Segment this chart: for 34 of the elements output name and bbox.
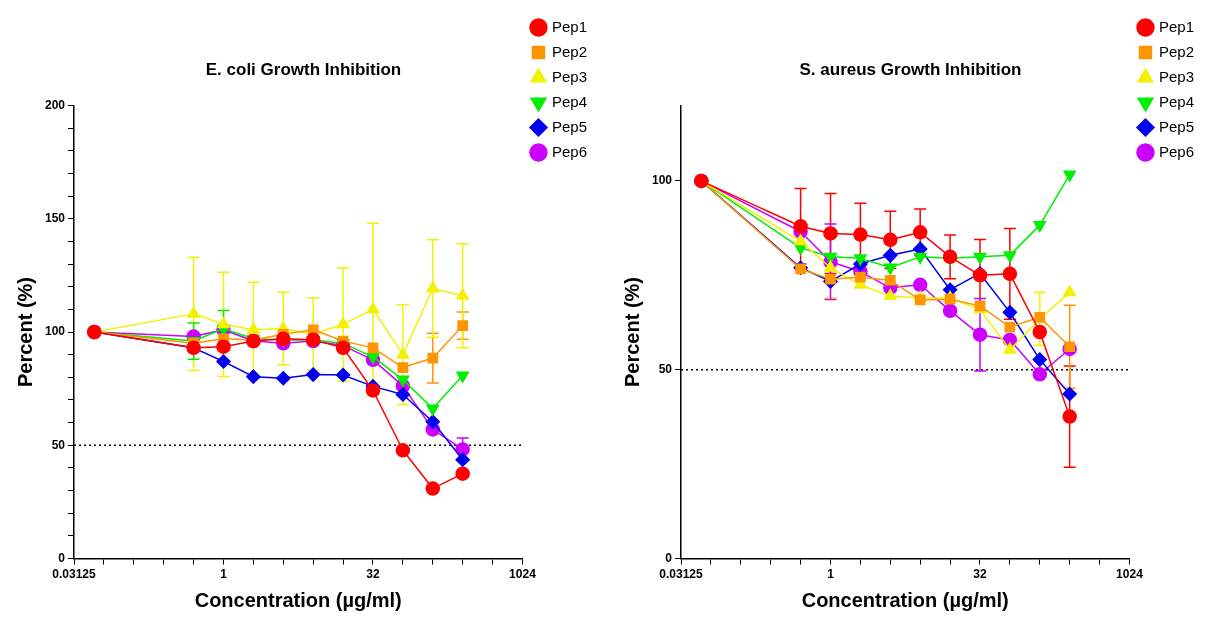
y-tick-label: 100 [44, 324, 66, 339]
chart-title: E. coli Growth Inhibition [205, 59, 402, 79]
x-tick-label: 0.03125 [659, 567, 704, 582]
y-tick-label: 0 [665, 550, 673, 565]
x-tick-label: 1024 [1116, 567, 1144, 582]
y-tick-label: 50 [658, 362, 673, 377]
legend-label: Pep1 [1158, 17, 1195, 35]
legend-label: Pep3 [551, 67, 588, 85]
legend-label: Pep2 [1158, 42, 1195, 60]
legend-label: Pep3 [1158, 67, 1195, 85]
legend-label: Pep4 [1158, 92, 1195, 110]
chart-title: S. aureus Growth Inhibition [799, 59, 1022, 79]
y-axis-title: Percent (%) [13, 276, 36, 388]
legend-label: Pep6 [1158, 142, 1195, 160]
y-tick-label: 0 [58, 550, 66, 565]
legend-label: Pep6 [551, 142, 588, 160]
y-tick-label: 150 [44, 211, 66, 226]
x-axis-title: Concentration (µg/ml) [801, 588, 1009, 611]
legend-label: Pep5 [551, 117, 588, 135]
legend-label: Pep4 [551, 92, 588, 110]
y-tick-label: 50 [51, 437, 66, 452]
x-tick-label: 32 [366, 567, 380, 582]
x-tick-label: 0.03125 [52, 567, 97, 582]
y-axis-title: Percent (%) [620, 276, 643, 388]
x-tick-label: 1 [827, 567, 835, 582]
legend-label: Pep5 [1158, 117, 1195, 135]
x-tick-label: 1 [220, 567, 228, 582]
y-tick-label: 200 [44, 97, 66, 112]
legend-label: Pep2 [551, 42, 588, 60]
x-axis-title: Concentration (µg/ml) [194, 588, 402, 611]
x-tick-label: 1024 [509, 567, 537, 582]
legend-label: Pep1 [551, 17, 588, 35]
x-tick-label: 32 [973, 567, 987, 582]
y-tick-label: 100 [651, 173, 673, 188]
